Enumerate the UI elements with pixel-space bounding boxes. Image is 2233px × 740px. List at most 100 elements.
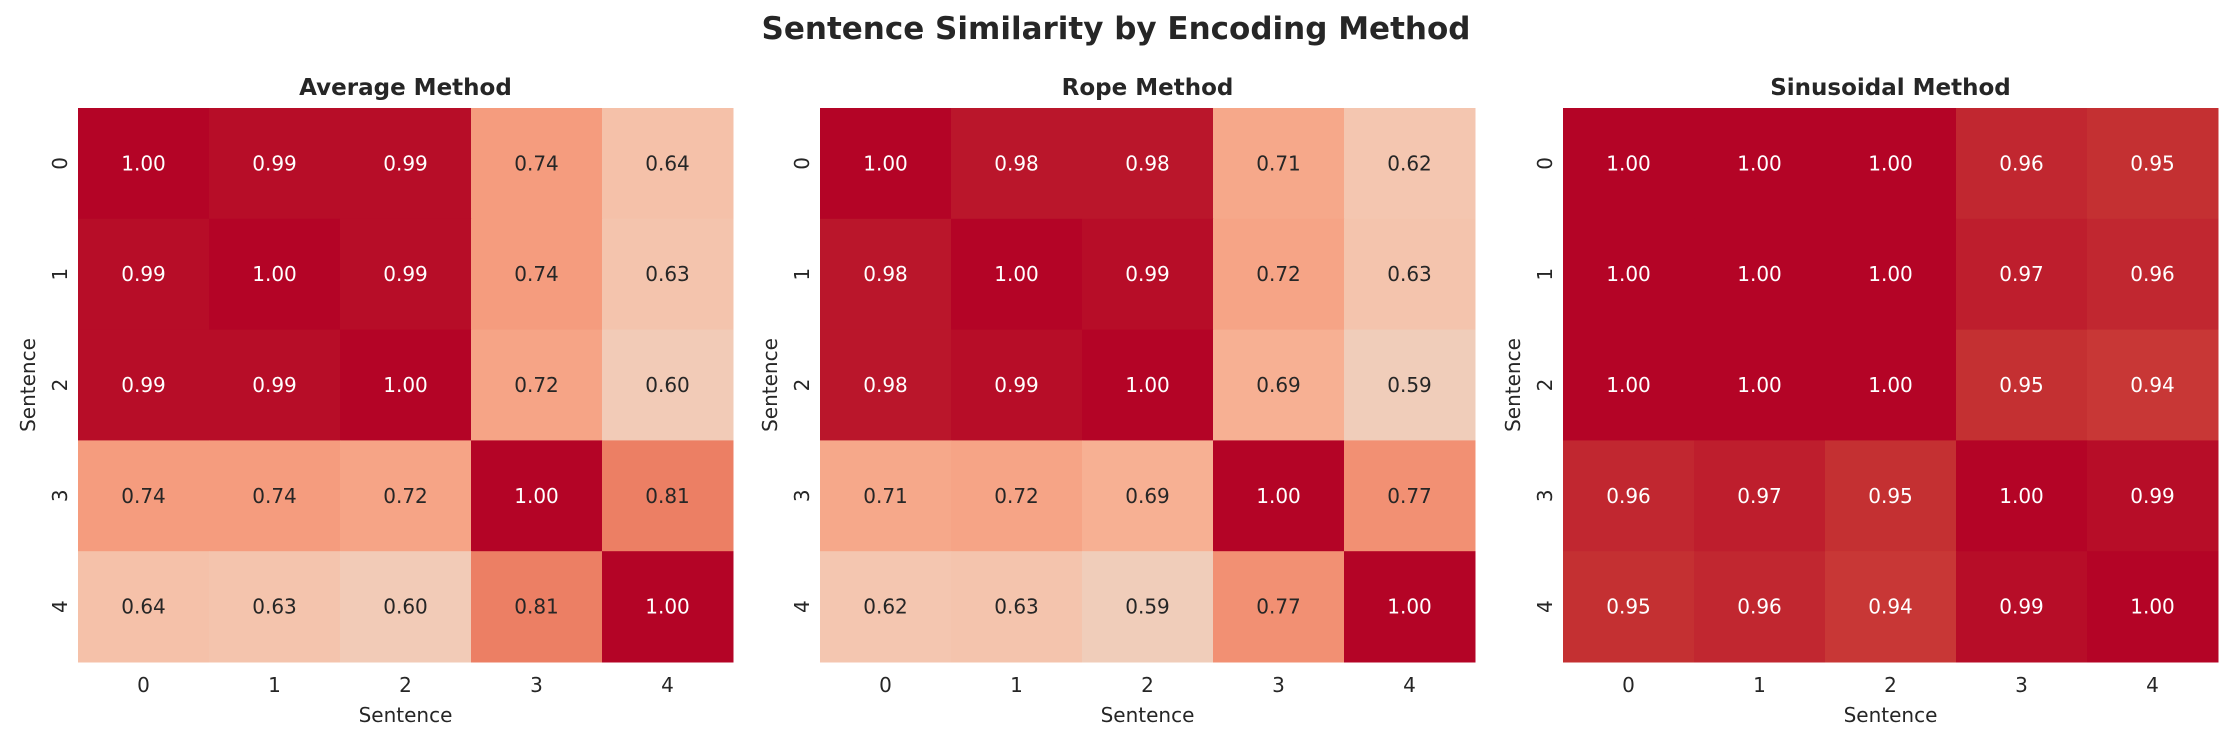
heatmap-cell <box>78 108 210 220</box>
cell-label: 0.99 <box>2130 484 2175 508</box>
heatmap-cell <box>1694 218 1826 331</box>
cell-label: 0.74 <box>514 262 559 286</box>
heatmap-cell <box>1082 329 1214 441</box>
cell-label: 1.00 <box>383 373 428 397</box>
cell-label: 1.00 <box>1606 373 1651 397</box>
cell-label: 0.81 <box>514 595 559 619</box>
heatmap-cell <box>602 440 734 552</box>
heatmap-cell <box>1694 108 1826 220</box>
heatmap-cell <box>78 551 210 663</box>
heatmap-cell <box>2087 218 2219 331</box>
x-tick-label: 1 <box>1753 673 1766 697</box>
y-tick-label: 4 <box>1533 600 1557 613</box>
cell-label: 1.00 <box>1606 262 1651 286</box>
heatmap-panel-2: Sinusoidal Method 1.00 1.00 1.00 0.96 0.95 1.0… <box>1501 75 2219 727</box>
panel-title: Average Method <box>299 75 512 101</box>
cell-label: 1.00 <box>645 595 690 619</box>
heatmap-cell <box>1082 108 1214 220</box>
cell-label: 0.99 <box>383 151 428 175</box>
heatmap-cell <box>1825 329 1957 441</box>
cell-label: 0.97 <box>1999 262 2044 286</box>
heatmap-cell <box>820 440 952 552</box>
cell-label: 1.00 <box>994 262 1039 286</box>
heatmap-cell <box>820 218 952 331</box>
cell-label: 0.96 <box>1606 484 1651 508</box>
heatmap-cell <box>78 218 210 331</box>
x-axis-label: Sentence <box>1101 703 1195 727</box>
cell-label: 0.74 <box>514 151 559 175</box>
x-tick-label: 3 <box>2015 673 2028 697</box>
cell-label: 0.74 <box>252 484 297 508</box>
y-tick-label: 1 <box>790 268 814 281</box>
heatmap-cell <box>951 329 1083 441</box>
y-axis-label: Sentence <box>758 338 782 432</box>
cell-label: 0.95 <box>1868 484 1913 508</box>
heatmap-cell <box>1213 440 1345 552</box>
cell-label: 1.00 <box>863 151 908 175</box>
heatmap-cell <box>471 108 603 220</box>
heatmap-cell <box>1344 440 1476 552</box>
cell-label: 0.98 <box>863 373 908 397</box>
heatmap-cell <box>602 108 734 220</box>
y-tick-label: 3 <box>790 489 814 502</box>
heatmap-cell <box>1563 108 1695 220</box>
heatmap-cell <box>1956 108 2088 220</box>
heatmap-cell <box>209 551 341 663</box>
heatmap-cell <box>1825 440 1957 552</box>
cell-label: 0.71 <box>1256 151 1301 175</box>
cell-label: 1.00 <box>1737 151 1782 175</box>
cell-label: 0.99 <box>383 262 428 286</box>
heatmap-cell <box>471 551 603 663</box>
cell-label: 0.69 <box>1256 373 1301 397</box>
y-tick-label: 4 <box>48 600 72 613</box>
x-tick-label: 1 <box>1010 673 1023 697</box>
x-tick-label: 4 <box>661 673 674 697</box>
cell-label: 0.99 <box>1125 262 1170 286</box>
heatmap-cell <box>340 551 472 663</box>
heatmap-cell <box>340 329 472 441</box>
cell-label: 1.00 <box>1868 151 1913 175</box>
heatmap-cell <box>602 218 734 331</box>
cell-label: 0.77 <box>1387 484 1432 508</box>
heatmap-cell <box>602 551 734 663</box>
y-axis-label: Sentence <box>1501 338 1525 432</box>
heatmap-cell <box>951 551 1083 663</box>
cell-label: 0.98 <box>863 262 908 286</box>
cell-label: 0.64 <box>645 151 690 175</box>
cell-label: 0.96 <box>2130 262 2175 286</box>
cell-label: 1.00 <box>514 484 559 508</box>
heatmap-cell <box>2087 329 2219 441</box>
heatmap-cell <box>209 329 341 441</box>
x-tick-label: 1 <box>268 673 281 697</box>
cell-label: 0.99 <box>994 373 1039 397</box>
cell-label: 0.72 <box>1256 262 1301 286</box>
cell-label: 0.63 <box>645 262 690 286</box>
cell-label: 0.95 <box>1606 595 1651 619</box>
y-tick-label: 0 <box>790 157 814 170</box>
x-tick-label: 3 <box>1272 673 1285 697</box>
cell-label: 0.81 <box>645 484 690 508</box>
heatmap-cell <box>471 440 603 552</box>
y-tick-label: 0 <box>1533 157 1557 170</box>
heatmap-cell <box>78 329 210 441</box>
heatmap-cell <box>1213 218 1345 331</box>
heatmap-cell <box>209 108 341 220</box>
heatmap-cell <box>1956 218 2088 331</box>
cell-label: 1.00 <box>1868 373 1913 397</box>
heatmap-cell <box>471 329 603 441</box>
cell-label: 1.00 <box>1606 151 1651 175</box>
cell-label: 0.97 <box>1737 484 1782 508</box>
heatmap-cell <box>1694 440 1826 552</box>
cell-label: 0.71 <box>863 484 908 508</box>
cell-label: 0.72 <box>514 373 559 397</box>
heatmap-cell <box>1563 551 1695 663</box>
y-tick-label: 3 <box>1533 489 1557 502</box>
heatmap-cell <box>602 329 734 441</box>
cell-label: 0.94 <box>2130 373 2175 397</box>
heatmap-cell <box>1956 440 2088 552</box>
cell-label: 0.63 <box>1387 262 1432 286</box>
y-tick-label: 0 <box>48 157 72 170</box>
heatmap-cell <box>340 218 472 331</box>
cell-label: 0.94 <box>1868 595 1913 619</box>
